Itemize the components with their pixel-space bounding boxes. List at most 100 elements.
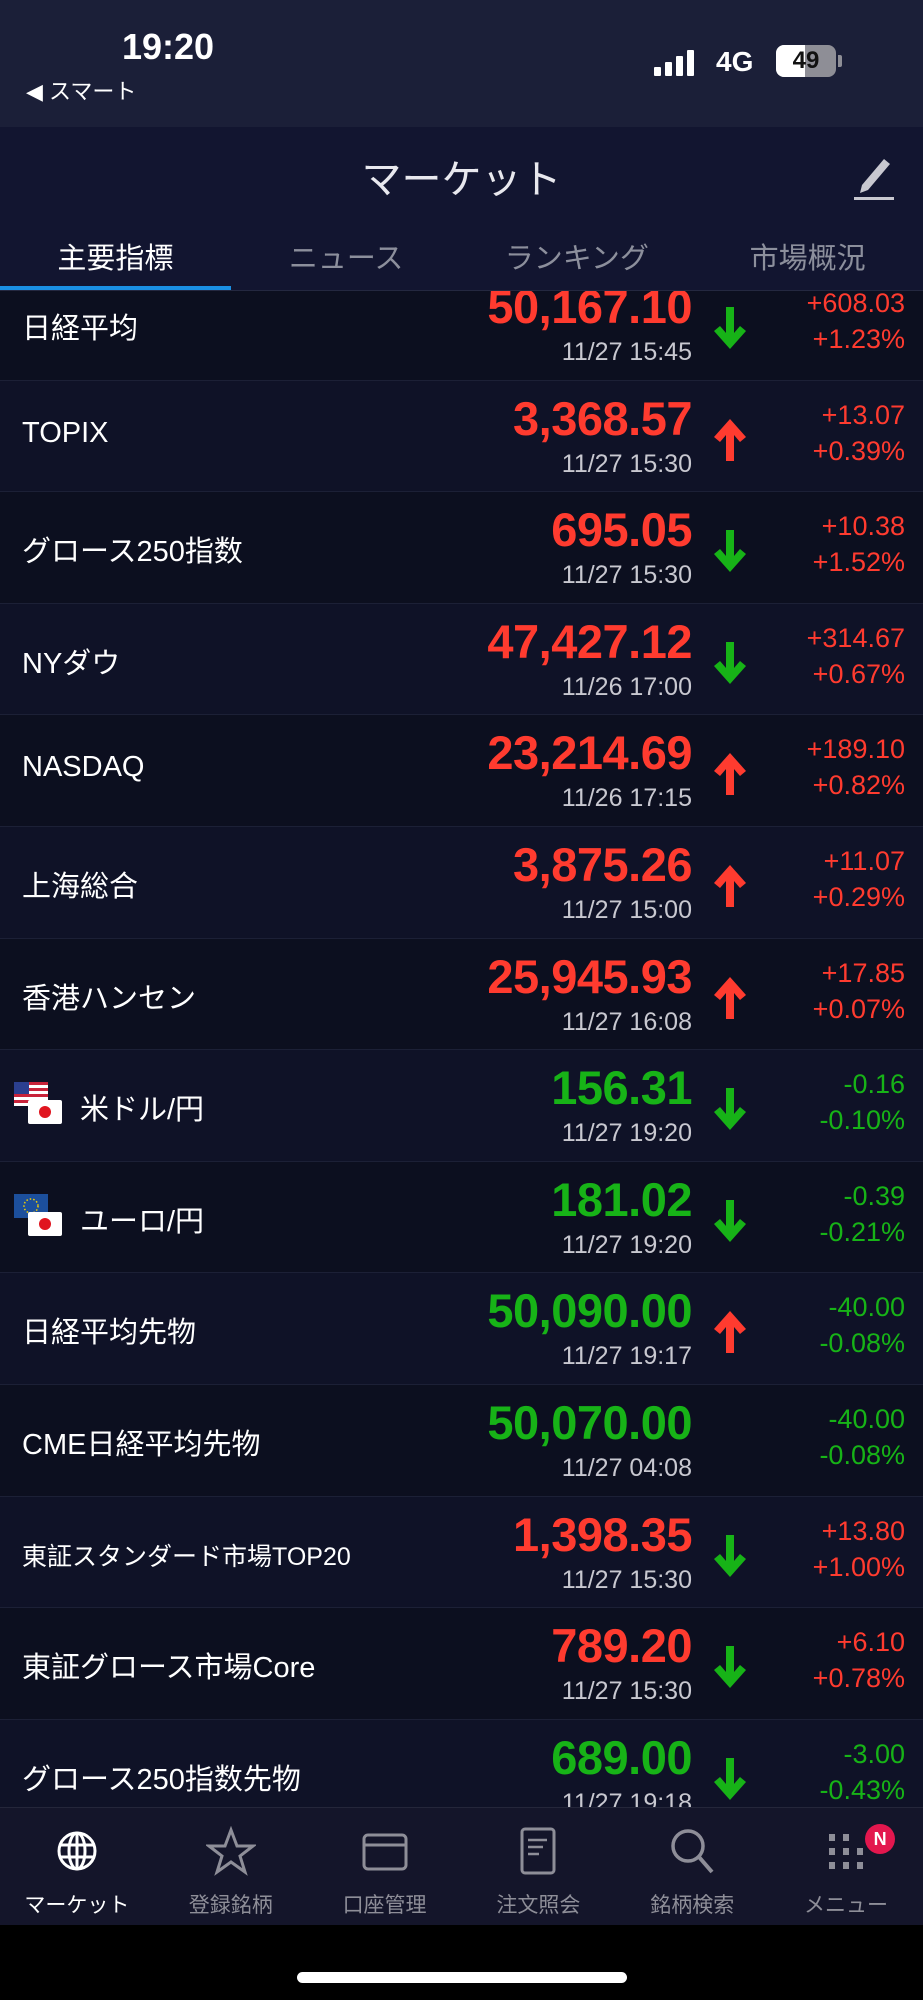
trend-up-arrow-icon [714,753,746,796]
market-row[interactable]: NYダウ 47,427.12 11/26 17:00 +314.67 +0.67% [0,603,923,716]
home-indicator[interactable] [297,1972,627,1983]
index-name: 上海総合 [22,870,139,903]
index-value: 3,368.57 [513,391,692,445]
change-amount: +314.67 [806,622,905,653]
nav-star[interactable]: 登録銘柄 [154,1808,308,1925]
nav-search[interactable]: 銘柄検索 [615,1808,769,1925]
index-timestamp: 11/26 17:15 [561,784,692,813]
index-value: 789.20 [551,1619,692,1673]
index-timestamp: 11/27 16:08 [561,1007,692,1036]
index-value: 50,070.00 [487,1395,692,1449]
index-value: 1,398.35 [513,1507,692,1561]
change-block: +314.67 +0.67% [807,620,905,692]
index-name: 日経平均先物 [22,1317,197,1350]
change-block: -0.39 -0.21% [819,1178,905,1250]
change-percent: +1.00% [812,1551,905,1582]
battery-icon: 49 [776,45,836,77]
tab-3[interactable]: 市場概況 [749,243,866,275]
index-name: 日経平均 [22,313,139,345]
change-amount: -3.00 [843,1738,905,1769]
nav-card[interactable]: 口座管理 [308,1808,462,1925]
bottom-navigation: マーケット 登録銘柄 口座管理 注文照会 銘柄検索 N メニュー [0,1807,923,1925]
market-row[interactable]: グロース250指数 695.05 11/27 15:30 +10.38 +1.52… [0,492,923,604]
market-row[interactable]: CME日経平均先物 50,070.00 11/27 04:08 -40.00 -0… [0,1384,923,1497]
star-icon [204,1825,258,1876]
index-timestamp: 11/27 15:30 [561,561,692,590]
nav-document[interactable]: 注文照会 [461,1808,615,1925]
change-amount: +6.10 [836,1627,905,1658]
back-to-app-link[interactable]: ◀ スマート [26,79,137,104]
change-amount: +17.85 [821,957,905,988]
nav-label: 注文照会 [496,1894,581,1917]
market-row[interactable]: TOPIX 3,368.57 11/27 15:30 +13.07 +0.39% [0,380,923,493]
market-row[interactable]: 東証スタンダード市場TOP20 1,398.35 11/27 15:30 +13… [0,1496,923,1609]
nav-globe[interactable]: マーケット [0,1808,154,1925]
eu-jp-flag-icon [14,1193,62,1236]
trend-down-arrow-icon [714,1646,746,1689]
index-value: 50,167.10 [487,290,692,333]
change-block: +608.03 +1.23% [806,290,905,357]
index-timestamp: 11/27 15:00 [561,895,692,924]
change-block: +6.10 +0.78% [813,1624,905,1696]
trend-down-arrow-icon [714,641,746,684]
trend-down-arrow-icon [714,1199,746,1242]
change-block: -3.00 -0.43% [819,1736,905,1807]
index-name: 米ドル/円 [80,1094,205,1127]
market-row[interactable]: ユーロ/円 181.02 11/27 19:20 -0.39 -0.21% [0,1161,923,1274]
trend-down-arrow-icon [714,307,746,349]
market-row[interactable]: 日経平均 50,167.10 11/27 15:45 +608.03 +1.23% [0,290,923,381]
change-amount: +189.10 [806,734,905,765]
trend-up-arrow-icon [714,976,746,1019]
market-index-list[interactable]: 日経平均 50,167.10 11/27 15:45 +608.03 +1.23%… [0,290,923,1807]
change-percent: +0.67% [812,658,905,689]
tab-2[interactable]: ランキング [504,243,649,275]
signal-icon [654,50,694,76]
index-timestamp: 11/26 17:00 [561,672,692,701]
tab-0[interactable]: 主要指標 [0,235,231,290]
market-row[interactable]: 香港ハンセン 25,945.93 11/27 16:08 +17.85 +0.07… [0,938,923,1051]
market-row[interactable]: NASDAQ 23,214.69 11/26 17:15 +189.10 +0.8… [0,715,923,827]
index-value: 181.02 [551,1172,692,1226]
index-value: 156.31 [551,1061,692,1115]
document-icon [520,1827,556,1875]
change-percent: +0.78% [812,1663,905,1694]
change-percent: -0.10% [819,1105,905,1136]
index-timestamp: 11/27 04:08 [561,1453,692,1482]
trend-down-arrow-icon [714,1757,746,1800]
change-amount: +608.03 [806,290,905,318]
market-row[interactable]: グロース250指数先物 689.00 11/27 19:18 -3.00 -0.4… [0,1719,923,1807]
notification-badge: N [865,1824,896,1854]
index-value: 3,875.26 [513,837,692,891]
index-name: ユーロ/円 [80,1205,205,1238]
market-row[interactable]: 日経平均先物 50,090.00 11/27 19:17 -40.00 -0.08… [0,1273,923,1385]
change-amount: -0.39 [843,1180,905,1211]
us-jp-flag-icon [14,1082,62,1125]
change-block: +13.80 +1.00% [813,1513,905,1585]
nav-grid[interactable]: N メニュー [769,1808,923,1925]
index-name: CME日経平均先物 [22,1428,261,1461]
index-timestamp: 11/27 15:30 [561,1677,692,1706]
battery-level: 49 [792,47,820,74]
change-percent: +0.07% [812,993,905,1024]
market-row[interactable]: 東証グロース市場Core 789.20 11/27 15:30 +6.10 +0.… [0,1608,923,1720]
nav-label: 登録銘柄 [188,1894,273,1917]
market-row[interactable]: 米ドル/円 156.31 11/27 19:20 -0.16 -0.10% [0,1050,923,1162]
change-amount: -40.00 [828,1403,905,1434]
change-block: +17.85 +0.07% [813,955,905,1027]
index-timestamp: 11/27 19:17 [561,1342,692,1371]
change-percent: +1.23% [812,324,905,354]
change-amount: +11.07 [823,845,905,876]
index-name: TOPIX [22,416,109,449]
index-value: 25,945.93 [487,949,692,1003]
nav-label: 口座管理 [342,1894,427,1917]
tab-1[interactable]: ニュース [288,243,404,275]
card-icon [362,1833,408,1871]
index-name: NYダウ [22,647,121,680]
pencil-icon[interactable] [852,151,896,201]
clock: 19:20 [122,26,215,67]
market-row[interactable]: 上海総合 3,875.26 11/27 15:00 +11.07 +0.29% [0,826,923,939]
status-bar: 19:20 ◀ スマート 4G 49 [0,0,923,127]
index-value: 689.00 [551,1730,692,1784]
change-block: +10.38 +1.52% [813,508,905,580]
index-timestamp: 11/27 15:45 [561,338,692,366]
